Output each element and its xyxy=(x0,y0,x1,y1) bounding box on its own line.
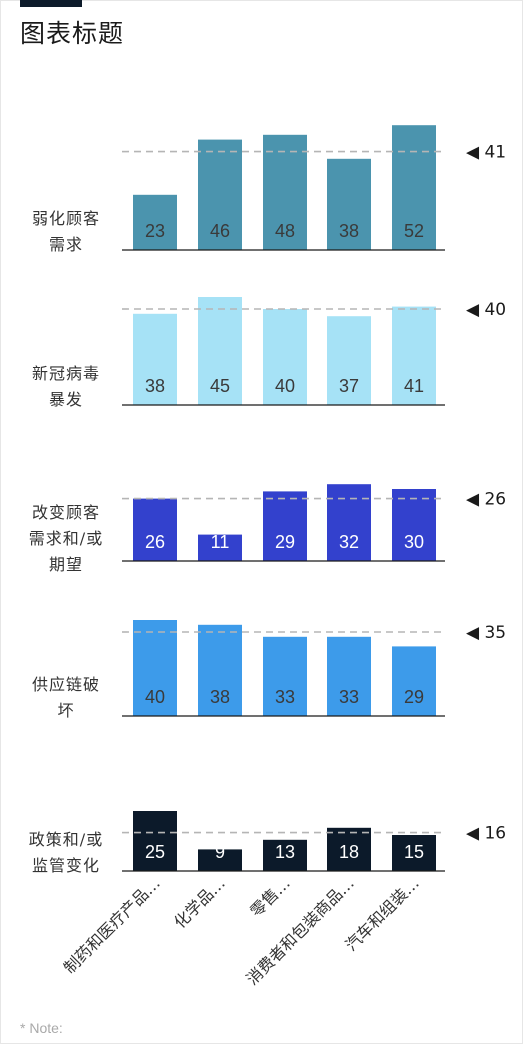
bar xyxy=(263,636,307,716)
average-label: ◀ 40 xyxy=(466,300,506,320)
category-label: 化学品… xyxy=(170,873,229,932)
bar xyxy=(327,484,371,561)
bar-value-label: 30 xyxy=(404,532,424,552)
accent-bar xyxy=(20,0,82,7)
panel-label: 政策和/或 xyxy=(29,830,103,849)
bar-value-label: 46 xyxy=(210,221,230,241)
bar-value-label: 38 xyxy=(339,221,359,241)
bar xyxy=(263,134,307,250)
bar xyxy=(133,313,177,405)
bar xyxy=(263,839,307,871)
chart-title: 图表标题 xyxy=(20,19,125,48)
panel-label: 供应链破 xyxy=(32,675,100,694)
bar-value-label: 40 xyxy=(275,376,295,396)
panel-label: 暴发 xyxy=(49,390,83,409)
panel-label: 期望 xyxy=(49,555,83,574)
bar xyxy=(263,309,307,405)
panel-label: 坏 xyxy=(57,701,74,720)
bar xyxy=(133,498,177,561)
bar xyxy=(392,125,436,250)
bar-value-label: 9 xyxy=(215,842,225,862)
bar xyxy=(198,534,242,561)
bar xyxy=(392,646,436,716)
bar-value-label: 48 xyxy=(275,221,295,241)
panel-label: 需求 xyxy=(49,235,83,254)
bar xyxy=(133,194,177,250)
bar-value-label: 40 xyxy=(145,687,165,707)
bar-value-label: 15 xyxy=(404,842,424,862)
bar xyxy=(133,620,177,716)
bar-value-label: 45 xyxy=(210,376,230,396)
category-label: 零售… xyxy=(246,873,293,920)
bar-value-label: 23 xyxy=(145,221,165,241)
bar-value-label: 32 xyxy=(339,532,359,552)
category-label: 消费者和包装商品… xyxy=(243,873,358,988)
bar-value-label: 29 xyxy=(404,687,424,707)
bar-value-label: 25 xyxy=(145,842,165,862)
bar-value-label: 29 xyxy=(275,532,295,552)
bar xyxy=(198,297,242,405)
bar-value-label: 13 xyxy=(275,842,295,862)
bar xyxy=(392,306,436,405)
bar xyxy=(327,636,371,716)
panel-label: 弱化顾客 xyxy=(32,209,100,228)
panel-label: 需求和/或 xyxy=(29,529,103,548)
bar xyxy=(327,316,371,405)
average-label: ◀ 26 xyxy=(466,490,506,510)
category-label: 制药和医疗产品… xyxy=(60,873,164,977)
bar xyxy=(392,835,436,871)
bar-value-label: 11 xyxy=(211,532,230,552)
bar-value-label: 38 xyxy=(210,687,230,707)
bar xyxy=(263,491,307,561)
bar-value-label: 33 xyxy=(339,687,359,707)
panel-label: 新冠病毒 xyxy=(32,364,100,383)
panel-label: 改变顾客 xyxy=(32,503,100,522)
bar-value-label: 41 xyxy=(404,376,424,396)
bar xyxy=(133,811,177,871)
bar xyxy=(327,158,371,250)
bar xyxy=(198,849,242,871)
bar xyxy=(198,139,242,250)
bar xyxy=(327,827,371,871)
bar-value-label: 26 xyxy=(145,532,165,552)
bar-value-label: 33 xyxy=(275,687,295,707)
bar xyxy=(198,624,242,716)
average-label: ◀ 16 xyxy=(466,824,506,844)
panel-label: 监管变化 xyxy=(32,856,100,875)
chart-note: * Note: xyxy=(20,1020,63,1036)
bar-value-label: 18 xyxy=(339,842,359,862)
bar-value-label: 52 xyxy=(404,221,424,241)
average-label: ◀ 35 xyxy=(466,623,506,643)
bar xyxy=(392,489,436,561)
bar-value-label: 37 xyxy=(339,376,359,396)
bar-value-label: 38 xyxy=(145,376,165,396)
average-label: ◀ 41 xyxy=(466,143,506,163)
